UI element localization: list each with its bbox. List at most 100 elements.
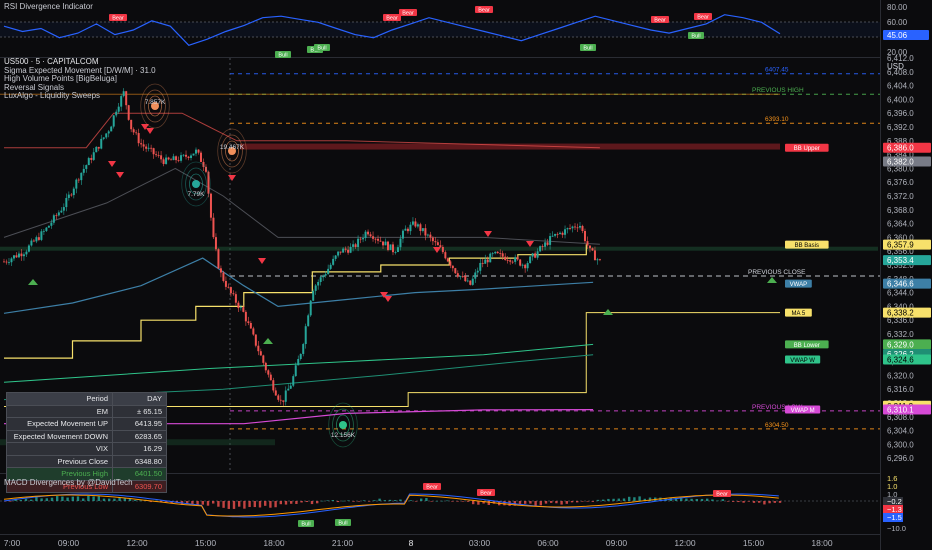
price-axis-tick: 6,368.0 [887, 206, 914, 215]
bb-upper-line [4, 112, 600, 149]
candle-body [187, 156, 190, 158]
macd-badge [883, 513, 903, 522]
legend-sigma[interactable]: Sigma Expected Movement [D/W/M] · 31.0 [4, 65, 156, 75]
ma5-box-text: MA 5 [792, 311, 806, 317]
rsi-bear-text: Bear [402, 11, 414, 17]
legend-hvp[interactable]: High Volume Points [BigBeluga] [4, 74, 117, 84]
candle-body [282, 400, 285, 402]
macd-histogram-bar [227, 501, 230, 509]
candle-body [327, 268, 330, 275]
bb-upper-zone [240, 143, 780, 150]
rsi-bear-label [694, 13, 712, 20]
macd-histogram-bar [700, 498, 704, 501]
candle-body [494, 251, 497, 254]
macd-histogram-bar [643, 498, 646, 501]
macd-histogram-bar [290, 501, 293, 504]
candle-body [481, 262, 484, 264]
candle-body [239, 307, 242, 309]
macd-histogram-bar [186, 501, 189, 505]
rsi-pane[interactable]: BullBullBullBullBullBearBearBearBearBear… [0, 0, 880, 58]
candle-body [583, 230, 586, 242]
rsi-bear-text: Bear [386, 16, 398, 22]
candle-body [322, 275, 325, 278]
legend-symbol[interactable]: US500 · 5 · CAPITALCOM [4, 57, 99, 66]
candle-body [152, 148, 155, 155]
candle-body [140, 143, 143, 145]
time-axis[interactable]: 7:00 09:00 12:00 15:00 18:00 21:00 8 03:00 06:00… [0, 534, 880, 550]
vwap-m-box[interactable] [785, 405, 821, 414]
candle-body [259, 351, 262, 356]
legend-reversal[interactable]: Reversal Signals [4, 82, 65, 92]
candle-body [342, 248, 345, 253]
candle-body [62, 207, 65, 211]
candle-body [461, 276, 464, 277]
macd-histogram-bar [399, 499, 402, 501]
candle-body [332, 258, 335, 265]
vwap-line [3, 257, 594, 314]
rsi-bull-text: Bull [317, 46, 326, 52]
time-axis-label: 03:00 [469, 538, 491, 548]
candle-body [464, 276, 467, 282]
candle-body [27, 245, 30, 252]
macd-histogram-bar [61, 496, 64, 501]
buy-signal-arrow [603, 309, 613, 315]
candle-body [549, 236, 552, 245]
ma5-box[interactable] [785, 308, 812, 317]
time-axis-label: 18:00 [811, 538, 833, 548]
price-badge [883, 156, 931, 167]
bb-basis-box[interactable] [785, 240, 829, 249]
macd-histogram-bar [258, 501, 262, 508]
previous-close-label: PREVIOUS CLOSE [748, 269, 806, 276]
candle-body [87, 158, 90, 166]
price-badge [883, 255, 931, 266]
candle-body [516, 257, 519, 260]
candle-body [202, 161, 205, 167]
candle-body [224, 280, 227, 287]
macd-histogram-bar [518, 501, 522, 504]
bb-upper-box[interactable] [785, 143, 829, 152]
macd-histogram-bar [102, 498, 106, 501]
price-axis-tick: 6,404.0 [887, 82, 914, 91]
macd-histogram-bar [482, 501, 485, 504]
candle-body [574, 226, 577, 228]
macd-histogram-bar [487, 501, 490, 505]
legend-liquidity[interactable]: LuxAlgo - Liquidity Sweeps [4, 91, 101, 101]
candle-body [506, 260, 509, 261]
bb-lower-box[interactable] [785, 340, 829, 349]
macd-histogram-bar [19, 500, 22, 501]
candle-body [384, 241, 387, 246]
volume-point-ring [144, 89, 166, 123]
price-badge-text: 6,386.0 [887, 144, 914, 153]
macd-histogram-bar [388, 499, 392, 501]
candle-body [105, 133, 108, 138]
vwap-box[interactable] [785, 279, 812, 288]
candle-body [598, 259, 601, 261]
price-axis[interactable]: 80.0060.0040.0020.0045.06USD6,412.06,408… [880, 0, 932, 550]
candle-body [514, 257, 517, 262]
macd-pane[interactable]: Bull Bull Bear Bear Bear [0, 474, 880, 534]
candle-body [264, 362, 267, 371]
macd-histogram-bar [264, 501, 267, 506]
candle-body [489, 253, 492, 263]
macd-histogram-bar [196, 501, 199, 506]
buy-signal-arrow [28, 279, 38, 285]
candle-body [466, 280, 469, 282]
macd-histogram-bar [66, 497, 69, 501]
macd-badge [883, 497, 903, 506]
price-axis-tick: 6,392.0 [887, 123, 914, 132]
macd-histogram-bar [711, 499, 714, 501]
candle-body [262, 355, 265, 363]
time-axis-label: 09:00 [58, 538, 80, 548]
vwap-w-box[interactable] [785, 355, 821, 364]
volume-point-ring [336, 414, 350, 436]
candle-body [135, 132, 138, 134]
volume-point-label: 7.857K [145, 99, 166, 106]
volume-point-ring [189, 173, 203, 195]
macd-histogram-bar [76, 496, 80, 501]
candle-body [177, 160, 180, 161]
price-axis-tick: 6,352.0 [887, 261, 914, 270]
rsi-bull-text: Bull [691, 34, 700, 40]
candle-body [419, 224, 422, 231]
candle-body [551, 235, 554, 237]
